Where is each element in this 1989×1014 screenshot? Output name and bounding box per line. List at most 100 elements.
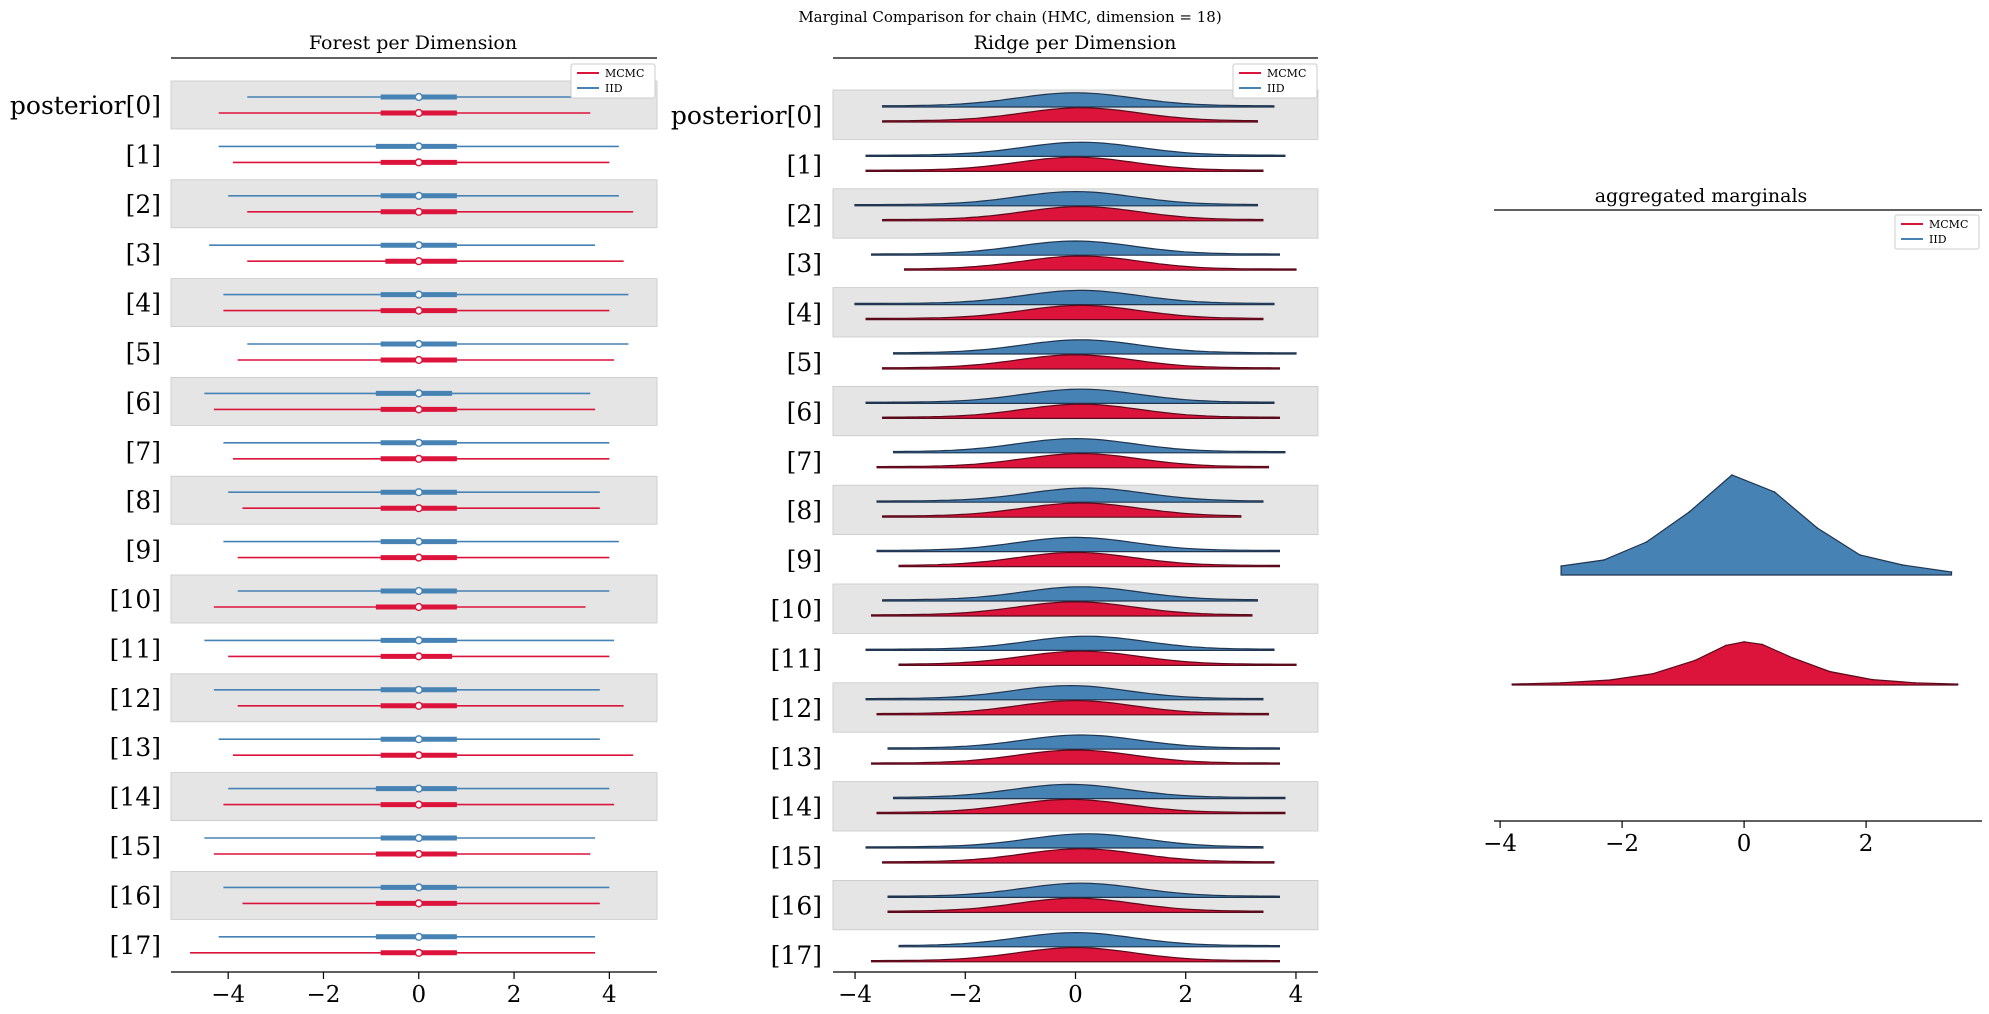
forest-row-band <box>170 772 658 821</box>
forest-mcmc-median <box>414 751 423 760</box>
aggregated-mcmc-point <box>1914 681 1916 684</box>
aggregated-iid-point <box>1731 474 1733 476</box>
forest-legend-iid-label: IID <box>605 82 623 95</box>
ridge-mcmc-density <box>876 453 1269 469</box>
forest-row-label: [15] <box>110 832 161 861</box>
ridge-mcmc-density <box>882 848 1275 864</box>
ridge-row-label: [2] <box>787 200 822 229</box>
forest-iid-median <box>414 833 423 843</box>
aggregated-mcmc-point <box>1609 679 1611 681</box>
ridge-mcmc-density <box>871 946 1280 963</box>
aggregated-xtick-label: 2 <box>1859 831 1874 857</box>
forest-row-band <box>170 871 658 920</box>
ridge-iid-density <box>865 141 1286 157</box>
aggregated-mcmc-point <box>1560 681 1562 684</box>
ridge-legend: MCMC IID <box>1232 63 1318 99</box>
ridge-iid-density <box>876 536 1280 553</box>
forest-mcmc-median <box>414 948 423 957</box>
forest-mcmc-median <box>414 355 423 365</box>
forest-legend: MCMC IID <box>570 63 656 99</box>
ridge-xtick-label: 0 <box>1068 982 1083 1008</box>
aggregated-mcmc-density <box>1511 641 1959 686</box>
forest-panel: Forest per Dimension posterior[0] [1] [2] [… <box>10 32 658 1008</box>
forest-xtick-label: 4 <box>602 982 617 1008</box>
forest-row-band <box>170 376 658 426</box>
ridge-mcmc-density <box>865 304 1264 321</box>
ridge-row-label: [6] <box>787 397 822 426</box>
ridge-row-label: posterior[0] <box>671 101 822 130</box>
ridge-iid-density <box>854 289 1275 306</box>
forest-row-label: [14] <box>110 783 161 812</box>
ridge-row-label: [8] <box>787 496 822 525</box>
forest-mcmc-median <box>414 553 423 562</box>
forest-legend-mcmc-label: MCMC <box>605 67 644 80</box>
ridge-iid-density <box>865 635 1275 651</box>
ridge-mcmc-density <box>876 798 1286 815</box>
forest-iid-median <box>414 142 423 151</box>
aggregated-mcmc-point <box>1725 644 1727 647</box>
ridge-iid-density <box>887 734 1280 750</box>
ridge-iid-density <box>865 388 1275 404</box>
ridge-xtick-label: −4 <box>838 982 872 1008</box>
forest-row-band <box>170 475 658 525</box>
forest-row-label: [10] <box>110 585 161 614</box>
ridge-row-label: [5] <box>787 348 822 377</box>
forest-bands <box>170 80 658 920</box>
forest-iid-median <box>414 537 423 546</box>
forest-row-label: [2] <box>126 190 161 219</box>
aggregated-xtick-label: −4 <box>1483 831 1517 857</box>
forest-row-label: [7] <box>126 437 161 466</box>
aggregated-mcmc-point <box>1828 670 1831 673</box>
ridge-mcmc-density <box>882 354 1280 370</box>
ridge-row-label: [17] <box>771 941 822 970</box>
forest-row-label: posterior[0] <box>10 91 161 120</box>
forest-row-label: [8] <box>126 486 161 515</box>
ridge-xtick-label: 4 <box>1289 982 1304 1008</box>
ridge-row-label: [10] <box>771 595 822 624</box>
forest-xtick-label: −4 <box>211 982 245 1008</box>
aggregated-xtick-label: 0 <box>1737 831 1752 857</box>
forest-mcmc-median <box>414 454 423 463</box>
forest-iid-median <box>414 636 423 645</box>
ridge-xticks: −4 −2 0 2 4 <box>838 972 1303 1008</box>
ridge-iid-density <box>882 92 1275 108</box>
forest-mcmc-median <box>414 701 423 710</box>
aggregated-iid-point <box>1950 571 1953 573</box>
forest-mcmc-median <box>414 306 423 315</box>
ridge-iid-density <box>893 339 1297 355</box>
forest-mcmc-median <box>414 652 423 661</box>
forest-mcmc-median <box>414 899 423 908</box>
ridge-row-label: [15] <box>771 842 822 871</box>
aggregated-legend: MCMC IID <box>1894 214 1980 250</box>
aggregated-iid-point <box>1645 541 1648 543</box>
forest-iid-median <box>414 586 423 596</box>
forest-marks <box>190 92 634 957</box>
forest-row-label: [4] <box>126 289 161 318</box>
aggregated-mcmc-point <box>1792 657 1794 659</box>
forest-iid-median <box>414 241 423 250</box>
aggregated-iid-point <box>1901 564 1904 566</box>
aggregated-iid-point <box>1560 565 1562 567</box>
forest-title: Forest per Dimension <box>309 32 517 54</box>
ridge-row-label: [16] <box>771 891 822 920</box>
forest-xtick-label: −2 <box>307 982 341 1008</box>
forest-mcmc-median <box>414 207 423 216</box>
forest-mcmc-median <box>414 849 423 859</box>
forest-row-label: [16] <box>110 881 161 910</box>
forest-iid-median <box>414 191 423 200</box>
figure-suptitle: Marginal Comparison for chain (HMC, dime… <box>798 8 1221 26</box>
ridge-xtick-label: −2 <box>948 982 982 1008</box>
ridge-mcmc-density <box>871 749 1280 765</box>
ridge-iid-density <box>887 882 1280 898</box>
forest-row-label: [11] <box>110 634 161 663</box>
forest-row-label: [9] <box>126 536 161 565</box>
aggregated-mcmc-point <box>1694 659 1697 662</box>
ridge-legend-mcmc-label: MCMC <box>1267 67 1306 80</box>
aggregated-iid-density <box>1560 474 1953 576</box>
forest-iid-median <box>414 488 423 497</box>
ridge-iid-density <box>865 684 1264 701</box>
ridge-mcmc-density <box>882 502 1242 518</box>
forest-mcmc-median <box>414 158 423 167</box>
forest-row-band <box>170 574 658 624</box>
